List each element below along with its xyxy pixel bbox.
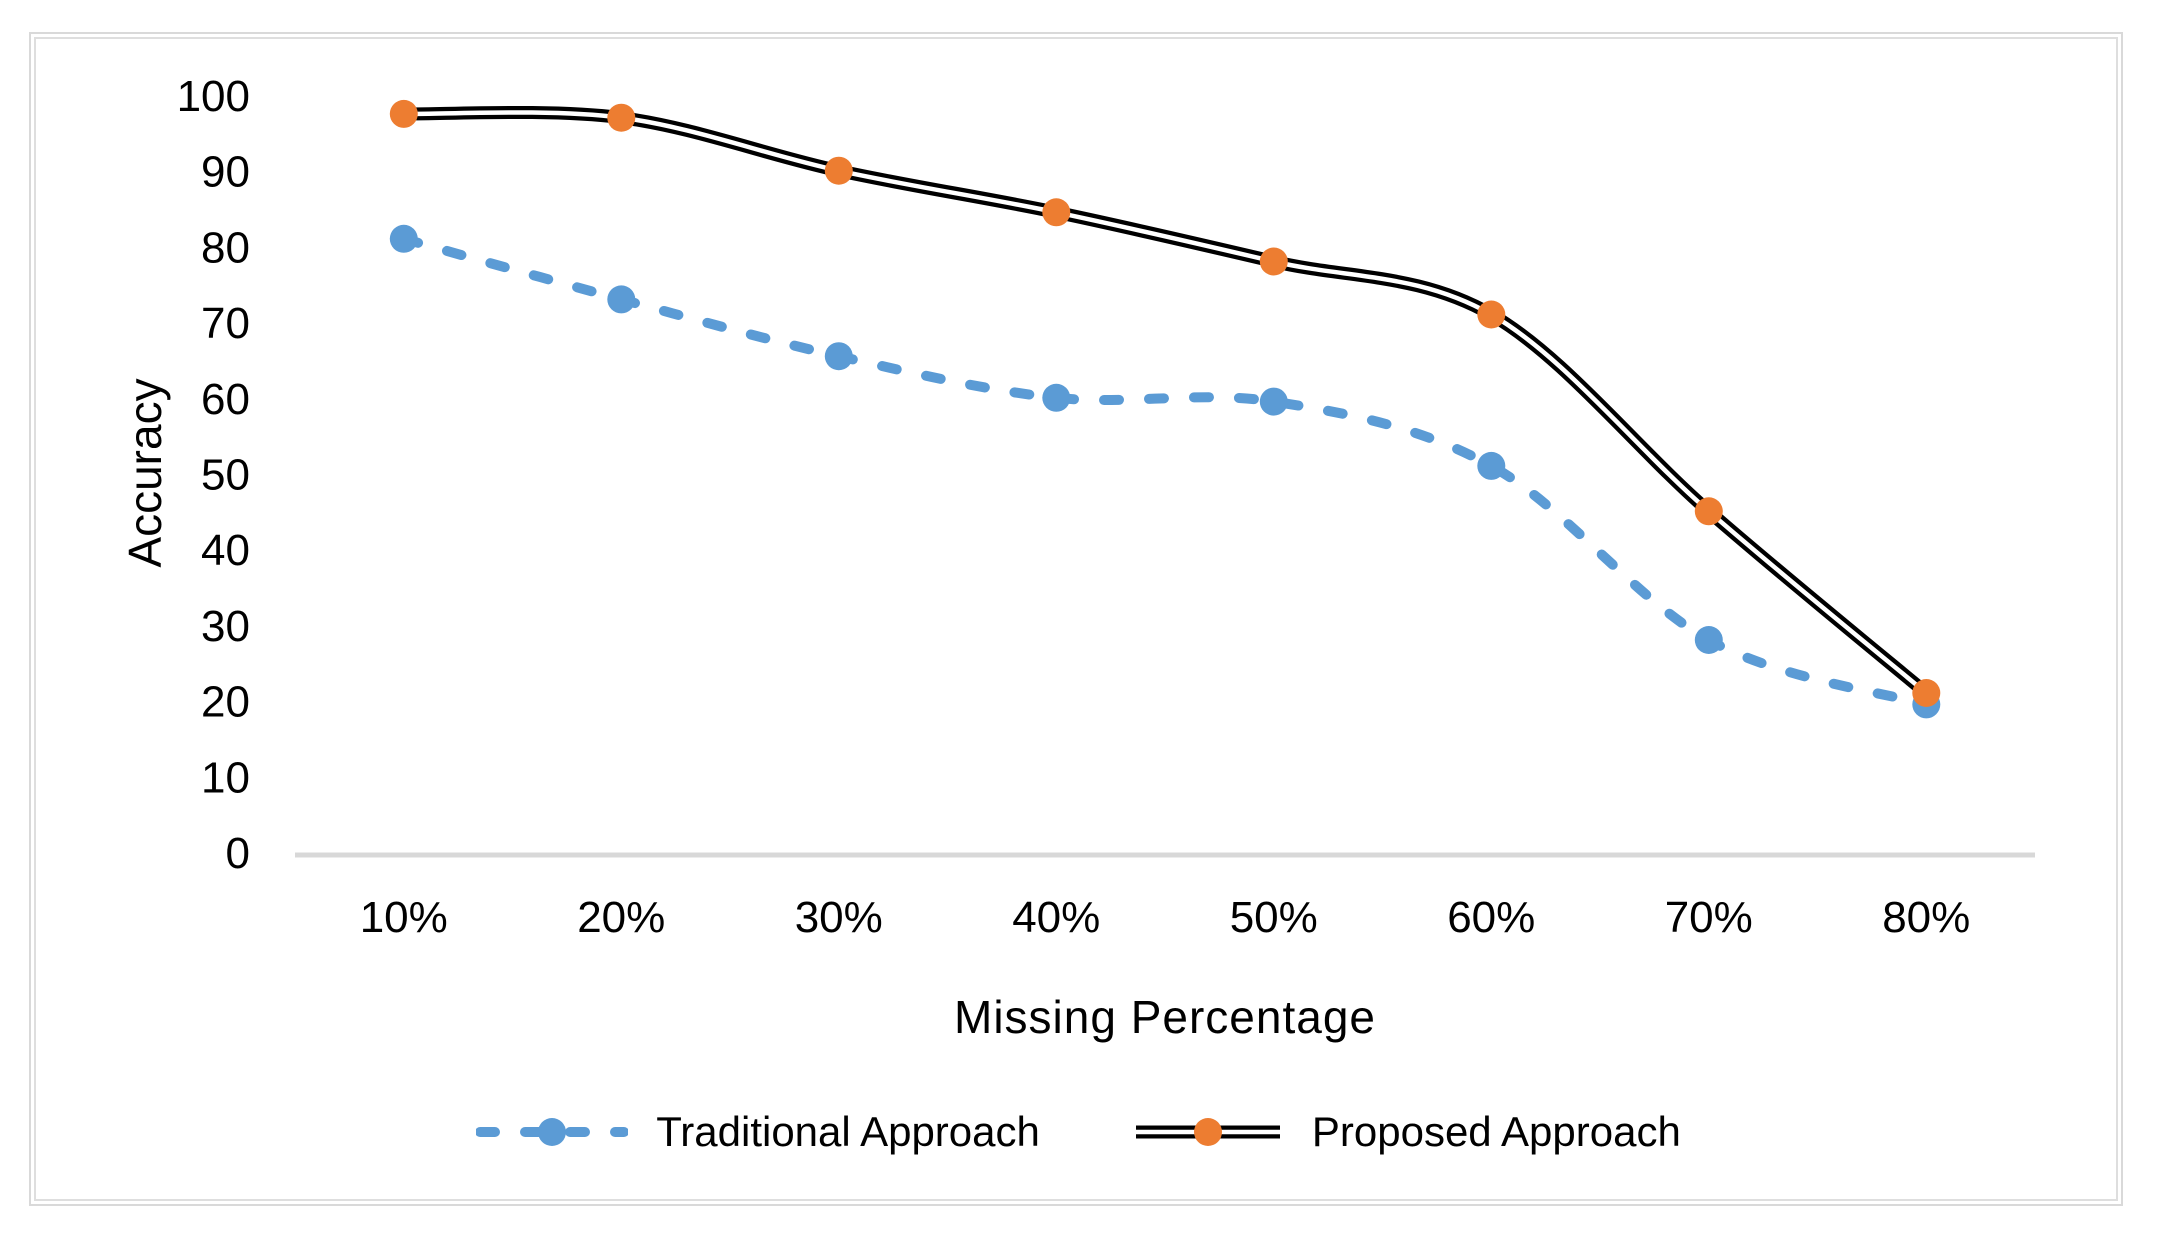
y-tick-label: 50: [201, 451, 250, 500]
legend-item-proposed-approach: Proposed Approach: [1132, 1108, 1681, 1156]
proposed-approach-marker: [824, 156, 853, 185]
y-tick-label: 30: [201, 602, 250, 651]
proposed-approach-marker: [1259, 247, 1288, 276]
proposed-approach-marker: [1042, 198, 1071, 227]
y-tick-label: 60: [201, 375, 250, 424]
proposed-approach-marker: [1694, 497, 1723, 526]
legend-label-traditional-approach: Traditional Approach: [656, 1108, 1040, 1155]
legend-key-traditional-approach: [476, 1118, 629, 1146]
x-tick-label: 60%: [1447, 893, 1535, 942]
y-tick-label: 0: [226, 829, 250, 878]
x-tick-label: 70%: [1665, 893, 1753, 942]
legend-item-traditional-approach: Traditional Approach: [476, 1108, 1040, 1156]
y-tick-label: 100: [177, 72, 250, 121]
x-tick-label: 10%: [360, 893, 448, 942]
legend: Traditional Approach Proposed Approach: [0, 1102, 2157, 1162]
y-tick-label: 80: [201, 223, 250, 272]
y-tick-label: 90: [201, 148, 250, 197]
traditional-approach-marker: [1042, 383, 1071, 412]
x-tick-label: 50%: [1230, 893, 1318, 942]
x-tick-label: 40%: [1012, 893, 1100, 942]
x-tick-label: 80%: [1882, 893, 1970, 942]
traditional-approach-marker: [607, 285, 636, 314]
x-tick-label: 30%: [795, 893, 883, 942]
y-tick-label: 70: [201, 299, 250, 348]
traditional-approach-marker: [389, 224, 418, 253]
traditional-approach-marker: [1694, 626, 1723, 654]
traditional-approach-marker: [1477, 451, 1506, 480]
proposed-approach-marker: [1912, 679, 1941, 707]
traditional-approach-marker: [824, 342, 853, 371]
y-tick-label: 10: [201, 753, 250, 802]
proposed-approach-marker: [389, 99, 418, 128]
proposed-approach-marker: [1477, 300, 1506, 329]
x-tick-label: 20%: [577, 893, 665, 942]
traditional-approach-marker: [1259, 387, 1288, 416]
proposed-approach-marker: [607, 103, 636, 132]
y-axis-title: Accuracy: [119, 378, 171, 568]
x-axis-title: Missing Percentage: [954, 991, 1376, 1043]
legend-label-proposed-approach: Proposed Approach: [1311, 1108, 1681, 1155]
y-tick-label: 40: [201, 526, 250, 575]
legend-key-proposed-approach: [1135, 1118, 1280, 1146]
y-tick-label: 20: [201, 678, 250, 727]
